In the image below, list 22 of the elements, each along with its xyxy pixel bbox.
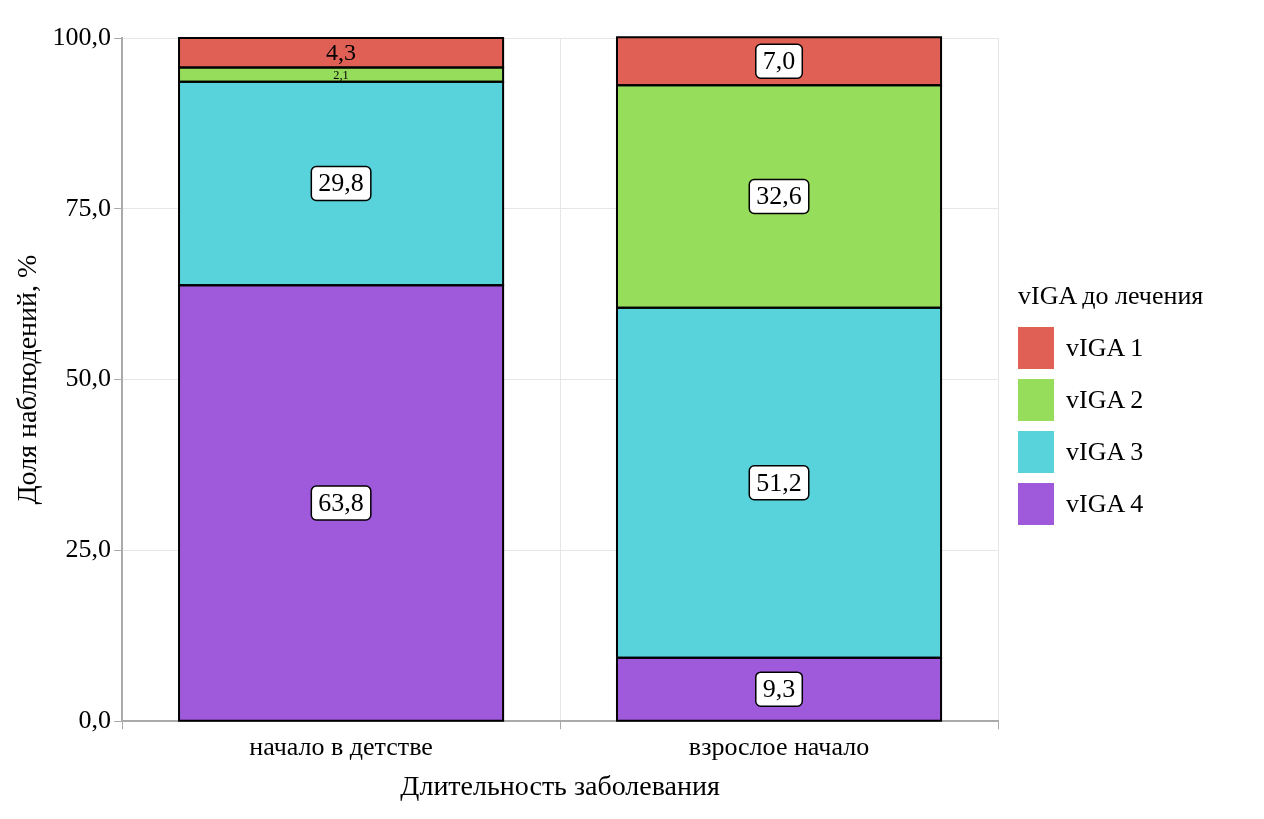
- y-tick-label: 0,0: [78, 705, 112, 735]
- x-axis-title: Длительность заболевания: [400, 769, 720, 801]
- legend-label: vIGA 2: [1066, 385, 1144, 415]
- data-label: 7,0: [762, 46, 796, 76]
- x-tick-label: взрослое начало: [688, 731, 870, 761]
- data-label: 32,6: [756, 181, 802, 211]
- data-label: 63,8: [318, 487, 364, 517]
- y-tick-label: 75,0: [65, 192, 112, 222]
- legend-title: vIGA до лечения: [1018, 281, 1204, 311]
- y-tick-label: 50,0: [65, 363, 112, 393]
- data-label: 51,2: [756, 467, 802, 497]
- data-label: 29,8: [318, 168, 364, 198]
- y-tick-label: 100,0: [52, 21, 112, 51]
- legend-label: vIGA 1: [1066, 333, 1144, 363]
- y-tick-label: 25,0: [65, 534, 112, 564]
- x-tick-label: начало в детстве: [249, 731, 433, 761]
- data-label: 4,3: [326, 38, 357, 65]
- data-label: 9,3: [762, 674, 796, 704]
- legend-label: vIGA 4: [1066, 489, 1144, 519]
- data-label: 2,1: [333, 67, 349, 82]
- y-axis-title: Доля наблюдений, %: [11, 254, 43, 505]
- legend-label: vIGA 3: [1066, 437, 1144, 467]
